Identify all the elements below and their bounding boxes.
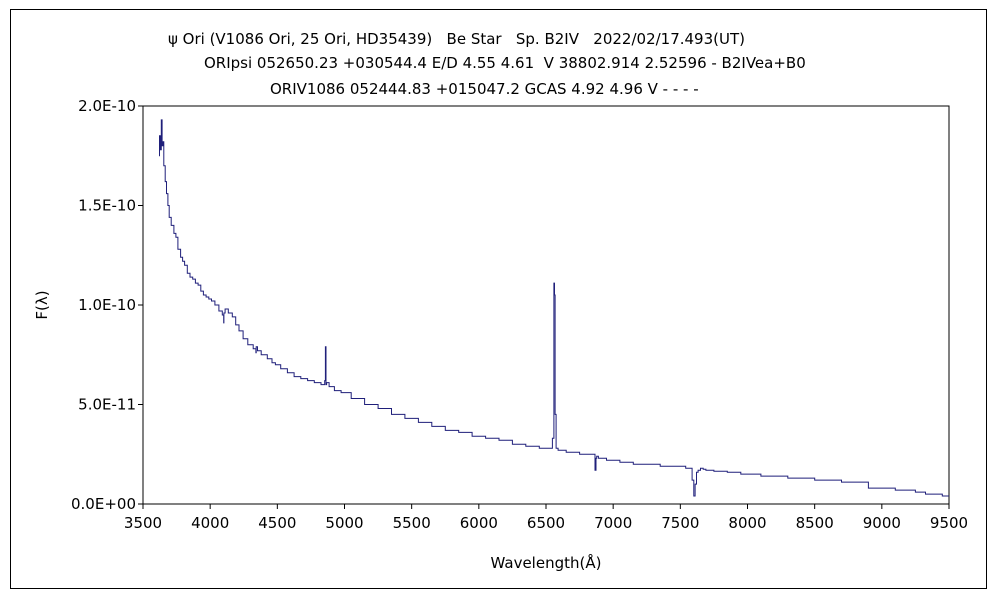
chart-title-line-1: ψ Ori (V1086 Ori, 25 Ori, HD35439) Be St… — [168, 30, 745, 48]
x-tick-label: 6000 — [460, 514, 498, 532]
x-tick-label: 8500 — [796, 514, 834, 532]
chart-title-line-3: ORIV1086 052444.83 +015047.2 GCAS 4.92 4… — [270, 80, 699, 98]
x-axis-ticks: 3500 4000 4500 5000 5500 6000 6500 7000 7500 8000… — [124, 504, 968, 532]
x-tick-label: 5000 — [325, 514, 363, 532]
x-tick-label: 6500 — [527, 514, 565, 532]
chart-title-line-2: ORIpsi 052650.23 +030544.4 E/D 4.55 4.61… — [204, 54, 806, 72]
plot-area — [142, 105, 950, 505]
y-tick-label: 5.0E-11 — [78, 396, 136, 414]
y-axis-label: F(λ) — [33, 290, 51, 319]
y-axis-ticks: 0.0E+00 5.0E-11 1.0E-10 1.5E-10 2.0E-10 — [71, 97, 143, 513]
x-tick-label: 9500 — [930, 514, 968, 532]
spectrum-line — [159, 119, 949, 497]
y-tick-label: 2.0E-10 — [78, 97, 136, 115]
x-tick-label: 4000 — [191, 514, 229, 532]
x-tick-label: 5500 — [393, 514, 431, 532]
y-tick-label: 0.0E+00 — [71, 495, 136, 513]
x-tick-label: 7000 — [594, 514, 632, 532]
x-tick-label: 8000 — [728, 514, 766, 532]
x-tick-label: 9000 — [863, 514, 901, 532]
y-tick-label: 1.0E-10 — [78, 296, 136, 314]
x-tick-label: 4500 — [258, 514, 296, 532]
x-tick-label: 7500 — [661, 514, 699, 532]
x-tick-label: 3500 — [124, 514, 162, 532]
y-tick-label: 1.5E-10 — [78, 197, 136, 215]
x-axis-label: Wavelength(Å) — [491, 553, 602, 572]
